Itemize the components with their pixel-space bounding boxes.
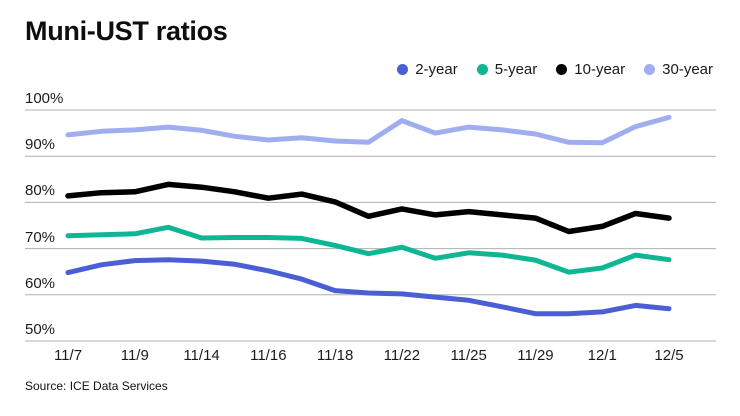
chart-title: Muni-UST ratios	[25, 16, 228, 46]
legend-label-30-year: 30-year	[662, 61, 713, 78]
x-tick-label-11-14: 11/14	[183, 347, 220, 364]
legend-label-10-year: 10-year	[574, 61, 626, 78]
line-5-year	[65, 224, 672, 275]
legend-dot-30-year	[644, 64, 656, 75]
legend-item-10-year: 10-year	[556, 61, 625, 78]
legend-dot-10-year	[556, 64, 568, 75]
legend-item-2-year: 2-year	[397, 61, 458, 78]
x-tick-label-11-7: 11/7	[53, 347, 83, 364]
x-tick-label-11-18: 11/18	[316, 347, 354, 364]
legend-item-30-year: 30-year	[644, 61, 713, 78]
y-tick-label-70: 70%	[25, 228, 56, 246]
legend-dot-5-year	[476, 64, 488, 75]
chart-legend: 2-year 5-year 10-year 30-year	[397, 61, 713, 78]
y-tick-label-90: 90%	[25, 136, 56, 154]
x-tick-label-11-22: 11/22	[383, 347, 421, 364]
x-tick-label-11-9: 11/9	[120, 347, 149, 364]
source-attribution: Source: ICE Data Services	[25, 379, 168, 393]
y-tick-label-100: 100%	[25, 90, 64, 107]
y-tick-label-50: 50%	[25, 321, 56, 338]
y-tick-label-60: 60%	[25, 274, 56, 292]
line-30-year	[65, 114, 672, 146]
legend-dot-2-year	[397, 64, 409, 75]
legend-label-5-year: 5-year	[494, 61, 538, 78]
x-tick-label-12-5: 12/5	[654, 347, 684, 364]
line-10-year	[65, 181, 672, 235]
line-2-year	[65, 257, 672, 317]
x-tick-label-12-1: 12/1	[587, 347, 617, 364]
x-tick-label-11-16: 11/16	[250, 347, 287, 364]
x-tick-label-11-29: 11/29	[517, 347, 554, 364]
x-tick-label-11-25: 11/25	[450, 347, 487, 364]
line-chart-plot-area	[25, 109, 716, 342]
legend-label-2-year: 2-year	[415, 61, 458, 78]
y-tick-label-80: 80%	[25, 182, 56, 200]
legend-item-5-year: 5-year	[476, 61, 538, 78]
